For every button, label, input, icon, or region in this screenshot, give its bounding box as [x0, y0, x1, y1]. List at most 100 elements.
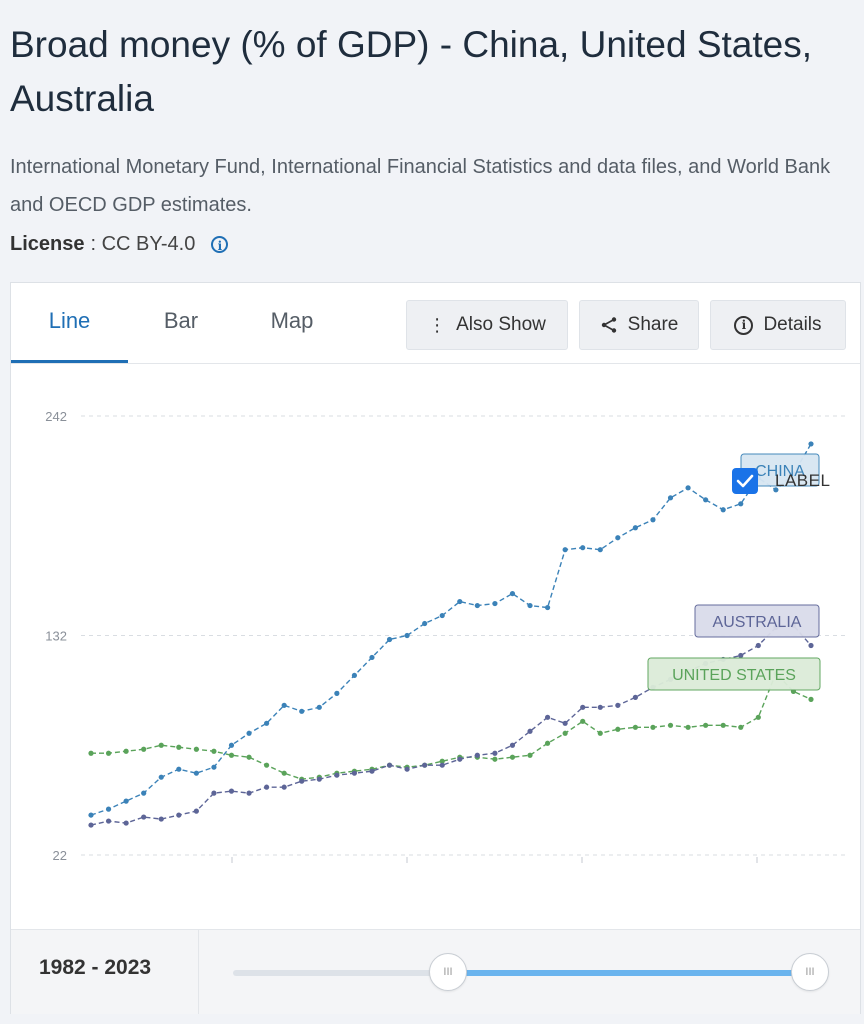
data-point — [351, 770, 358, 776]
data-point — [228, 742, 235, 748]
data-point — [105, 806, 112, 812]
data-point — [720, 507, 726, 513]
data-point — [492, 600, 498, 607]
data-point — [228, 788, 235, 794]
chart-area: 22 132 242 UNITED STATES AUSTRALIA CHINA LABE… — [11, 364, 860, 929]
data-point — [773, 487, 779, 493]
series-label-box — [694, 604, 820, 638]
tab-map[interactable]: Map — [270, 308, 314, 333]
label-checkbox[interactable] — [732, 468, 758, 494]
data-point — [386, 762, 393, 768]
data-point — [527, 728, 533, 734]
data-point — [562, 720, 568, 726]
data-point — [246, 754, 252, 760]
time-range-footer: 1982 - 2023 III III — [11, 929, 860, 1014]
series-label: UNITED STATES — [672, 667, 796, 684]
series-label: AUSTRALIA — [713, 614, 802, 631]
tab-line[interactable]: Line — [11, 283, 128, 363]
data-point — [316, 776, 322, 782]
data-point — [474, 752, 480, 758]
data-point — [544, 604, 551, 611]
also-show-button[interactable]: ⋮ Also Show — [406, 300, 568, 350]
data-point — [264, 720, 270, 726]
data-point — [141, 746, 147, 752]
data-point — [123, 798, 129, 804]
data-point — [755, 714, 761, 720]
data-point — [597, 704, 603, 710]
data-point — [211, 790, 217, 796]
data-point — [404, 766, 410, 772]
data-point — [562, 547, 568, 553]
data-point — [685, 485, 691, 491]
data-point — [632, 694, 638, 700]
series-label-box — [647, 657, 821, 691]
data-point — [439, 758, 445, 764]
also-show-label: Also Show — [456, 314, 546, 335]
data-point — [580, 718, 586, 724]
series-line — [91, 672, 812, 780]
data-point — [439, 762, 445, 768]
y-tick-label: 22 — [53, 848, 67, 863]
tab-bar[interactable]: Bar — [163, 308, 199, 333]
share-button[interactable]: Share — [579, 300, 699, 350]
data-point — [544, 714, 551, 720]
data-point — [615, 702, 621, 708]
y-tick-label: 242 — [45, 409, 67, 424]
data-point — [123, 748, 129, 754]
chart-tabs: Line Bar Map ⋮ Also Show Share i Details — [11, 283, 860, 364]
data-point — [738, 501, 744, 507]
data-point — [457, 756, 463, 762]
data-point — [123, 820, 129, 826]
details-button[interactable]: i Details — [710, 300, 846, 350]
data-point — [158, 774, 164, 780]
data-point — [457, 598, 463, 605]
data-point — [650, 517, 656, 523]
data-point — [141, 790, 147, 796]
data-point — [527, 602, 533, 609]
data-point — [615, 535, 621, 541]
data-point — [158, 742, 164, 748]
data-point — [527, 752, 533, 758]
data-point — [632, 525, 638, 531]
data-point — [422, 762, 428, 768]
data-point — [580, 545, 586, 551]
y-tick-label: 132 — [45, 629, 67, 644]
line-chart: 22 132 242 UNITED STATES AUSTRALIA CHINA — [45, 409, 849, 863]
range-handle-start[interactable]: III — [429, 953, 467, 991]
data-point — [738, 652, 744, 659]
data-point — [316, 704, 322, 710]
data-point — [509, 754, 516, 760]
data-point — [562, 730, 568, 736]
data-point — [439, 612, 445, 619]
data-point — [667, 495, 674, 501]
data-point — [334, 690, 340, 696]
data-point — [105, 750, 112, 756]
range-handle-end[interactable]: III — [791, 953, 829, 991]
data-point — [334, 772, 340, 778]
data-point — [755, 642, 761, 649]
data-point — [685, 724, 691, 730]
data-point — [193, 808, 199, 814]
data-point — [299, 708, 305, 714]
data-point — [228, 752, 235, 758]
data-point — [738, 724, 744, 730]
data-point — [509, 742, 516, 748]
data-point — [597, 547, 603, 553]
data-point — [351, 672, 358, 679]
data-point — [703, 722, 709, 728]
source-text: International Monetary Fund, Internation… — [10, 156, 831, 216]
info-icon[interactable]: i — [211, 235, 229, 253]
share-label: Share — [627, 314, 679, 335]
data-point — [509, 590, 516, 597]
data-point — [281, 702, 287, 708]
data-point — [580, 704, 586, 710]
data-point — [88, 822, 94, 828]
info-circle-icon: i — [734, 315, 754, 335]
data-point — [369, 654, 375, 661]
data-point — [193, 746, 199, 752]
data-point — [88, 812, 94, 818]
data-point — [264, 784, 270, 790]
data-point — [492, 756, 498, 762]
label-toggle[interactable]: LABEL — [732, 468, 830, 494]
data-point — [386, 636, 393, 643]
